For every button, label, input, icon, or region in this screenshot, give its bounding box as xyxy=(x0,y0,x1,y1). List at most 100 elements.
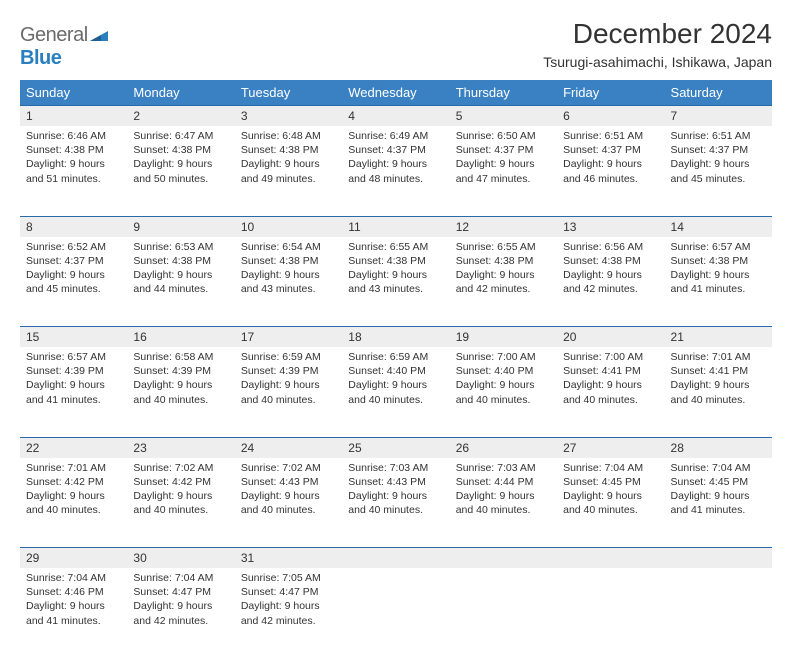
daylight-text: Daylight: 9 hours and 47 minutes. xyxy=(456,157,551,185)
day-number: 16 xyxy=(127,327,234,348)
sunrise-text: Sunrise: 6:53 AM xyxy=(133,240,228,254)
brand-logo: General Blue xyxy=(20,18,108,70)
sunrise-text: Sunrise: 7:04 AM xyxy=(671,461,766,475)
day-cell: Sunrise: 7:03 AMSunset: 4:43 PMDaylight:… xyxy=(342,458,449,548)
day-number: 26 xyxy=(450,437,557,458)
day-header-row: Sunday Monday Tuesday Wednesday Thursday… xyxy=(20,80,772,106)
day-number: 6 xyxy=(557,106,664,127)
sunrise-text: Sunrise: 6:59 AM xyxy=(348,350,443,364)
daylight-text: Daylight: 9 hours and 41 minutes. xyxy=(26,378,121,406)
day-cell: Sunrise: 7:03 AMSunset: 4:44 PMDaylight:… xyxy=(450,458,557,548)
sunrise-text: Sunrise: 7:01 AM xyxy=(671,350,766,364)
content-row: Sunrise: 7:04 AMSunset: 4:46 PMDaylight:… xyxy=(20,568,772,658)
day-cell: Sunrise: 6:51 AMSunset: 4:37 PMDaylight:… xyxy=(557,126,664,216)
daylight-text: Daylight: 9 hours and 45 minutes. xyxy=(671,157,766,185)
sunset-text: Sunset: 4:38 PM xyxy=(133,143,228,157)
day-number: 20 xyxy=(557,327,664,348)
day-number: 25 xyxy=(342,437,449,458)
daylight-text: Daylight: 9 hours and 43 minutes. xyxy=(241,268,336,296)
sunset-text: Sunset: 4:46 PM xyxy=(26,585,121,599)
sunrise-text: Sunrise: 6:52 AM xyxy=(26,240,121,254)
day-number: 31 xyxy=(235,548,342,569)
daynum-row: 15161718192021 xyxy=(20,327,772,348)
brand-word2: Blue xyxy=(20,47,61,69)
daylight-text: Daylight: 9 hours and 40 minutes. xyxy=(241,378,336,406)
day-cell: Sunrise: 6:58 AMSunset: 4:39 PMDaylight:… xyxy=(127,347,234,437)
day-number: 8 xyxy=(20,216,127,237)
day-cell: Sunrise: 6:53 AMSunset: 4:38 PMDaylight:… xyxy=(127,237,234,327)
sunrise-text: Sunrise: 6:48 AM xyxy=(241,129,336,143)
content-row: Sunrise: 6:46 AM Sunset: 4:38 PM Daylight:… xyxy=(20,126,772,216)
daylight-text: Daylight: 9 hours and 41 minutes. xyxy=(26,599,121,627)
day-header: Wednesday xyxy=(342,80,449,106)
content-row: Sunrise: 6:52 AMSunset: 4:37 PMDaylight:… xyxy=(20,237,772,327)
day-number: 15 xyxy=(20,327,127,348)
sunset-text: Sunset: 4:39 PM xyxy=(133,364,228,378)
day-cell: Sunrise: 7:02 AMSunset: 4:42 PMDaylight:… xyxy=(127,458,234,548)
content-row: Sunrise: 6:57 AMSunset: 4:39 PMDaylight:… xyxy=(20,347,772,437)
sunrise-text: Sunrise: 6:46 AM xyxy=(26,129,121,143)
sunrise-text: Sunrise: 6:57 AM xyxy=(671,240,766,254)
day-cell: Sunrise: 6:51 AMSunset: 4:37 PMDaylight:… xyxy=(665,126,772,216)
sunrise-text: Sunrise: 7:00 AM xyxy=(456,350,551,364)
day-header: Monday xyxy=(127,80,234,106)
day-number: 14 xyxy=(665,216,772,237)
day-cell: Sunrise: 6:48 AMSunset: 4:38 PMDaylight:… xyxy=(235,126,342,216)
sunset-text: Sunset: 4:37 PM xyxy=(348,143,443,157)
daynum-row: 891011121314 xyxy=(20,216,772,237)
day-cell: Sunrise: 7:04 AMSunset: 4:46 PMDaylight:… xyxy=(20,568,127,658)
sunset-text: Sunset: 4:41 PM xyxy=(671,364,766,378)
day-number: 28 xyxy=(665,437,772,458)
day-cell: Sunrise: 7:01 AMSunset: 4:41 PMDaylight:… xyxy=(665,347,772,437)
day-header: Tuesday xyxy=(235,80,342,106)
sunrise-text: Sunrise: 6:49 AM xyxy=(348,129,443,143)
day-number: 3 xyxy=(235,106,342,127)
sunset-text: Sunset: 4:42 PM xyxy=(133,475,228,489)
day-cell: Sunrise: 6:55 AMSunset: 4:38 PMDaylight:… xyxy=(342,237,449,327)
month-title: December 2024 xyxy=(543,18,772,50)
day-cell: Sunrise: 6:46 AMSunset: 4:38 PMDaylight:… xyxy=(20,126,127,216)
day-cell xyxy=(342,568,449,658)
day-number: 19 xyxy=(450,327,557,348)
sunrise-text: Sunrise: 7:04 AM xyxy=(133,571,228,585)
day-number: 11 xyxy=(342,216,449,237)
daylight-text: Daylight: 9 hours and 40 minutes. xyxy=(456,489,551,517)
day-number: 4 xyxy=(342,106,449,127)
daylight-text: Daylight: 9 hours and 42 minutes. xyxy=(241,599,336,627)
sunset-text: Sunset: 4:47 PM xyxy=(133,585,228,599)
day-cell: Sunrise: 6:57 AMSunset: 4:38 PMDaylight:… xyxy=(665,237,772,327)
sunrise-text: Sunrise: 6:51 AM xyxy=(671,129,766,143)
daylight-text: Daylight: 9 hours and 40 minutes. xyxy=(563,378,658,406)
sunrise-text: Sunrise: 6:54 AM xyxy=(241,240,336,254)
daylight-text: Daylight: 9 hours and 51 minutes. xyxy=(26,157,121,185)
content-row: Sunrise: 7:01 AMSunset: 4:42 PMDaylight:… xyxy=(20,458,772,548)
day-cell: Sunrise: 6:50 AMSunset: 4:37 PMDaylight:… xyxy=(450,126,557,216)
sunset-text: Sunset: 4:43 PM xyxy=(348,475,443,489)
daylight-text: Daylight: 9 hours and 44 minutes. xyxy=(133,268,228,296)
day-cell: Sunrise: 6:57 AMSunset: 4:39 PMDaylight:… xyxy=(20,347,127,437)
sunrise-text: Sunrise: 6:55 AM xyxy=(348,240,443,254)
daylight-text: Daylight: 9 hours and 43 minutes. xyxy=(348,268,443,296)
daylight-text: Daylight: 9 hours and 46 minutes. xyxy=(563,157,658,185)
day-number: 24 xyxy=(235,437,342,458)
sunset-text: Sunset: 4:37 PM xyxy=(456,143,551,157)
day-header: Friday xyxy=(557,80,664,106)
daylight-text: Daylight: 9 hours and 40 minutes. xyxy=(26,489,121,517)
sunrise-text: Sunrise: 7:05 AM xyxy=(241,571,336,585)
sunrise-text: Sunrise: 7:04 AM xyxy=(563,461,658,475)
sunrise-text: Sunrise: 7:03 AM xyxy=(456,461,551,475)
sunrise-text: Sunrise: 6:55 AM xyxy=(456,240,551,254)
sunset-text: Sunset: 4:40 PM xyxy=(456,364,551,378)
sunrise-text: Sunrise: 6:59 AM xyxy=(241,350,336,364)
day-cell: Sunrise: 6:47 AMSunset: 4:38 PMDaylight:… xyxy=(127,126,234,216)
daylight-text: Daylight: 9 hours and 42 minutes. xyxy=(133,599,228,627)
daylight-text: Daylight: 9 hours and 41 minutes. xyxy=(671,489,766,517)
sunrise-text: Sunrise: 6:51 AM xyxy=(563,129,658,143)
brand-word1: General xyxy=(20,24,88,46)
sunset-text: Sunset: 4:45 PM xyxy=(671,475,766,489)
sunset-text: Sunset: 4:38 PM xyxy=(456,254,551,268)
day-number: 2 xyxy=(127,106,234,127)
day-number: 12 xyxy=(450,216,557,237)
header: General Blue December 2024 Tsurugi-asahi… xyxy=(20,18,772,70)
daynum-row: 22232425262728 xyxy=(20,437,772,458)
